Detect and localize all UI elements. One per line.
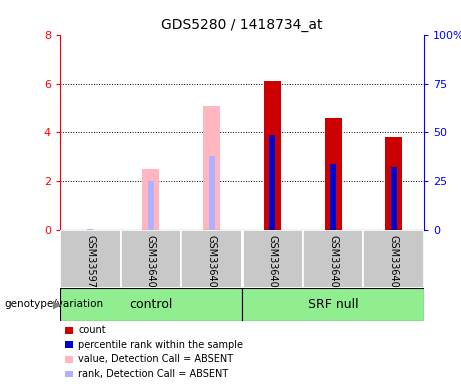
Bar (87, 229, 93, 230)
Bar (60, 230, 121, 288)
Title: GDS5280 / 1418734_at: GDS5280 / 1418734_at (161, 18, 323, 32)
Bar (391, 167, 397, 230)
Text: control: control (129, 298, 173, 311)
Bar (209, 156, 215, 230)
Bar (385, 137, 402, 230)
Text: ▶: ▶ (53, 299, 61, 310)
Bar (142, 169, 160, 230)
Bar (242, 288, 424, 321)
Text: GSM336408: GSM336408 (328, 235, 338, 294)
Bar (203, 106, 220, 230)
Text: percentile rank within the sample: percentile rank within the sample (78, 340, 243, 350)
Bar (242, 230, 303, 288)
Bar (60, 288, 242, 321)
Text: GSM336405: GSM336405 (146, 235, 156, 294)
Bar (303, 230, 363, 288)
Text: GSM336406: GSM336406 (207, 235, 217, 294)
Bar (325, 118, 342, 230)
Bar (121, 230, 181, 288)
Text: genotype/variation: genotype/variation (5, 299, 104, 310)
Text: count: count (78, 325, 106, 335)
Bar (330, 164, 336, 230)
Bar (264, 81, 281, 230)
Bar (363, 230, 424, 288)
Bar (148, 182, 154, 230)
Text: rank, Detection Call = ABSENT: rank, Detection Call = ABSENT (78, 369, 229, 379)
Bar (181, 230, 242, 288)
Bar (269, 136, 275, 230)
Text: value, Detection Call = ABSENT: value, Detection Call = ABSENT (78, 354, 233, 364)
Text: GSM336407: GSM336407 (267, 235, 278, 294)
Text: GSM335971: GSM335971 (85, 235, 95, 294)
Text: GSM336409: GSM336409 (389, 235, 399, 294)
Text: SRF null: SRF null (308, 298, 358, 311)
